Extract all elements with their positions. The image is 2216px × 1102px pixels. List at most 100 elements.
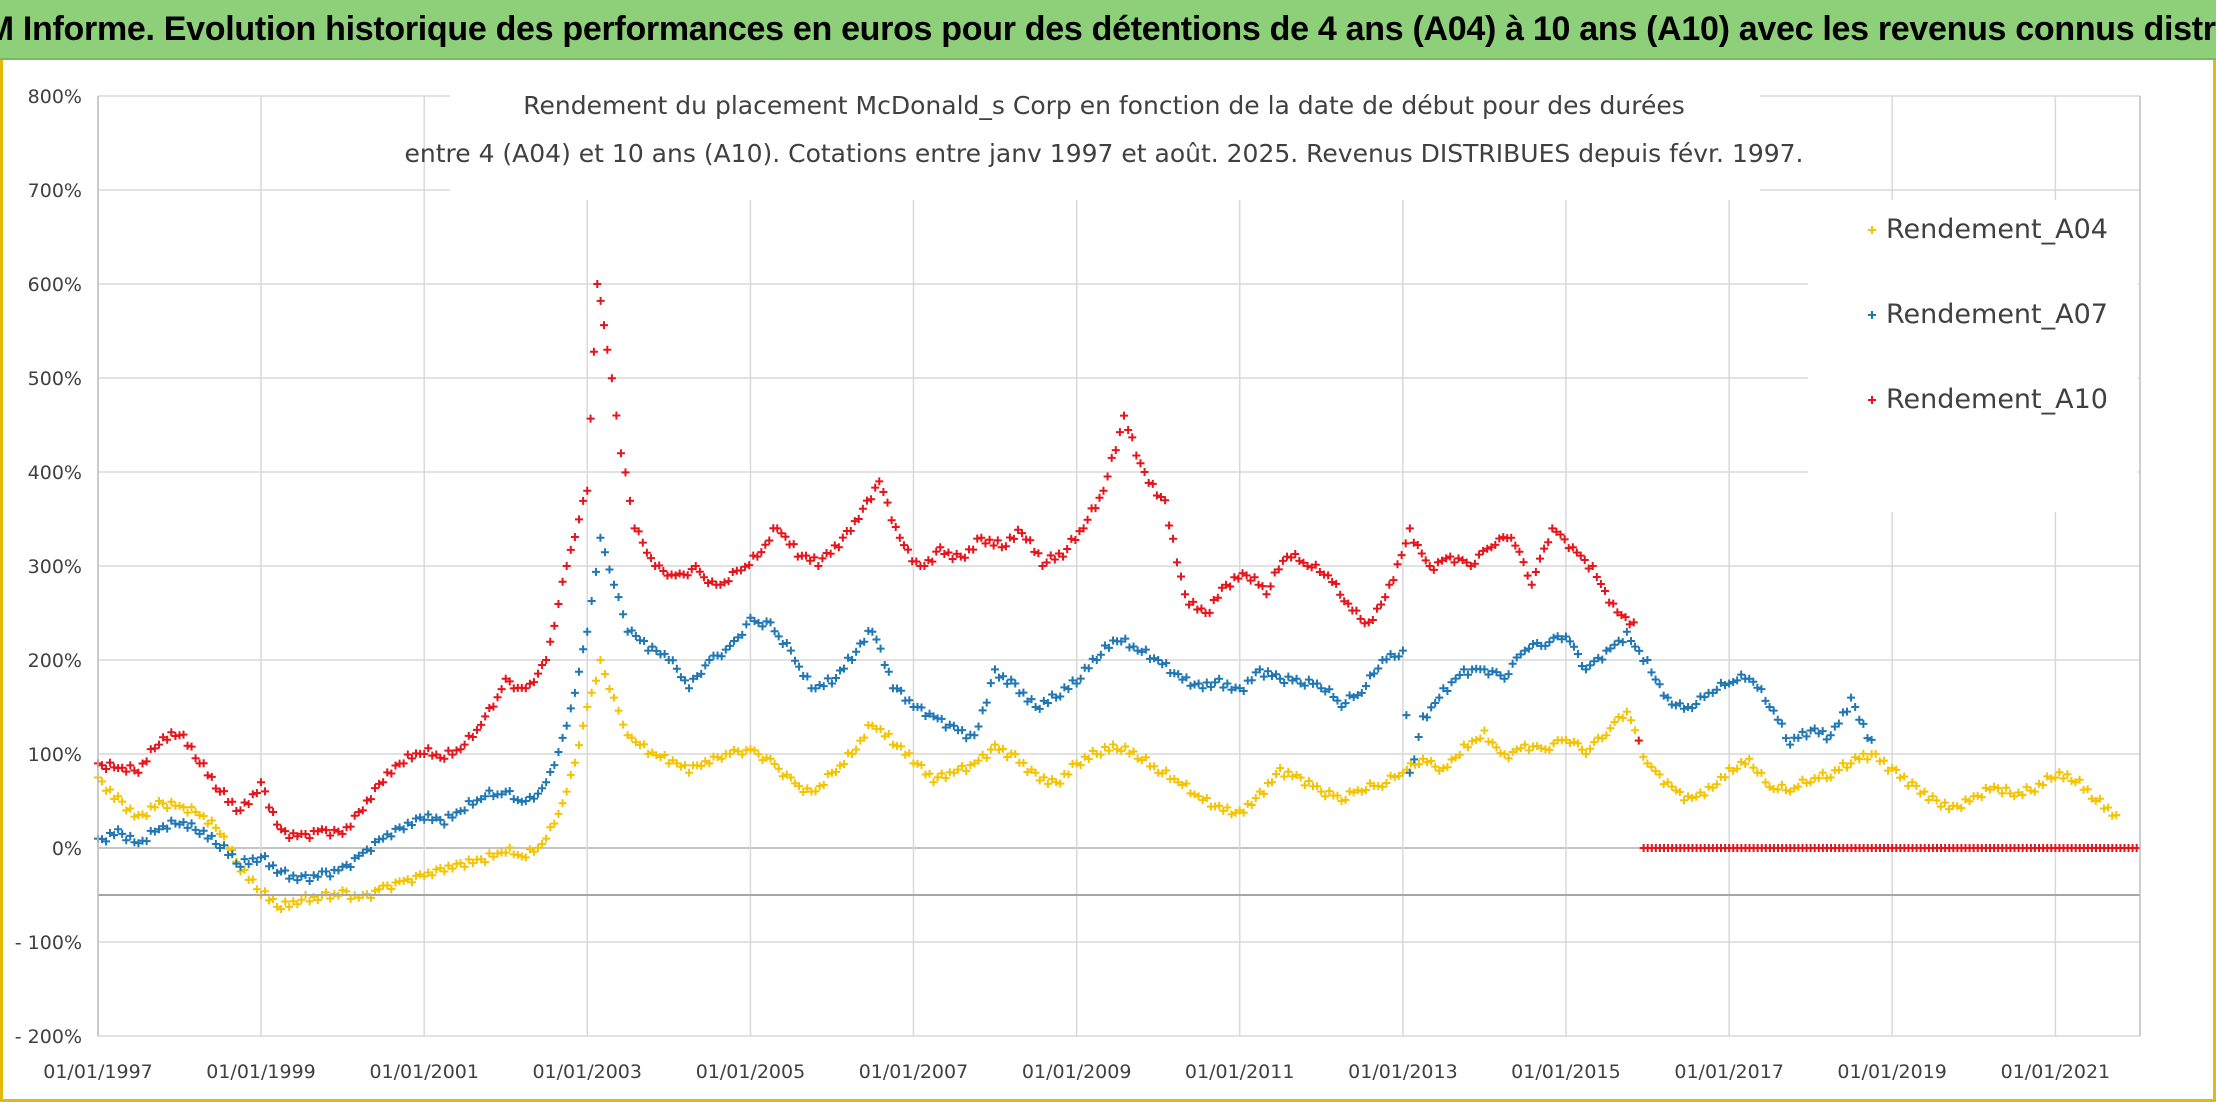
- interpolated-point: [163, 824, 172, 833]
- data-point: [1052, 778, 1061, 787]
- data-point: [542, 834, 551, 843]
- interpolated-point: [1402, 711, 1411, 720]
- interpolated-point: [138, 810, 147, 819]
- data-point: [1480, 726, 1489, 735]
- interpolated-point: [614, 706, 623, 715]
- interpolated-point: [1692, 792, 1701, 801]
- data-point: [1072, 759, 1081, 768]
- interpolated-point: [248, 790, 257, 799]
- interpolated-point: [1129, 642, 1138, 651]
- interpolated-point: [1381, 593, 1390, 602]
- data-point: [1222, 580, 1231, 589]
- interpolated-point: [558, 799, 567, 808]
- data-point: [297, 872, 306, 881]
- interpolated-point: [477, 855, 486, 864]
- interpolated-point: [720, 578, 729, 587]
- interpolated-point: [1488, 667, 1497, 676]
- interpolated-point: [734, 747, 743, 756]
- interpolated-point: [1325, 685, 1334, 694]
- interpolated-point: [781, 532, 790, 541]
- x-tick-label: 01/01/2021: [2001, 1061, 2111, 1083]
- interpolated-point: [350, 854, 359, 863]
- data-point: [1459, 665, 1468, 674]
- legend-marker: [1868, 226, 1876, 234]
- interpolated-point: [228, 850, 237, 859]
- interpolated-point: [1671, 786, 1680, 795]
- data-point: [1303, 562, 1312, 570]
- interpolated-point: [110, 831, 119, 840]
- interpolated-point: [199, 759, 208, 768]
- interpolated-point: [1721, 773, 1730, 782]
- interpolated-point: [1389, 576, 1398, 585]
- interpolated-point: [211, 839, 220, 848]
- interpolated-point: [395, 823, 404, 832]
- interpolated-point: [412, 814, 421, 823]
- interpolated-point: [905, 696, 914, 705]
- interpolated-point: [106, 828, 115, 837]
- data-point: [875, 477, 884, 486]
- interpolated-point: [713, 752, 722, 761]
- interpolated-point: [1288, 676, 1297, 685]
- interpolated-point: [1083, 515, 1092, 524]
- data-point: [1684, 792, 1693, 801]
- interpolated-point: [122, 806, 131, 815]
- interpolated-point: [655, 561, 664, 570]
- interpolated-point: [1243, 799, 1252, 808]
- interpolated-point: [1516, 650, 1525, 659]
- interpolated-point: [962, 766, 971, 775]
- interpolated-point: [1372, 604, 1381, 613]
- interpolated-point: [558, 733, 567, 742]
- interpolated-point: [371, 838, 380, 847]
- interpolated-point: [1239, 687, 1248, 696]
- interpolated-point: [640, 637, 649, 646]
- interpolated-point: [1863, 755, 1872, 764]
- interpolated-point: [566, 770, 575, 779]
- interpolated-point: [534, 789, 543, 798]
- interpolated-point: [1651, 675, 1660, 684]
- interpolated-point: [550, 621, 559, 630]
- data-point: [1120, 411, 1129, 420]
- interpolated-point: [1524, 746, 1533, 755]
- interpolated-point: [835, 666, 844, 675]
- interpolated-point: [98, 761, 107, 770]
- interpolated-point: [2055, 768, 2064, 777]
- interpolated-point: [1741, 759, 1750, 768]
- interpolated-point: [846, 526, 855, 535]
- interpolated-point: [1042, 558, 1051, 567]
- interpolated-point: [1871, 749, 1880, 758]
- data-point: [358, 848, 367, 857]
- data-point: [175, 820, 184, 829]
- interpolated-point: [940, 550, 949, 559]
- interpolated-point: [529, 847, 538, 856]
- interpolated-point: [118, 763, 127, 772]
- interpolated-point: [790, 656, 799, 665]
- interpolated-point: [207, 772, 216, 781]
- interpolated-point: [1458, 556, 1467, 565]
- interpolated-point: [1626, 716, 1635, 725]
- interpolated-point: [570, 688, 579, 697]
- interpolated-point: [350, 811, 359, 820]
- interpolated-point: [761, 540, 770, 549]
- interpolated-point: [928, 557, 937, 566]
- interpolated-point: [1504, 670, 1513, 679]
- data-point: [1725, 679, 1734, 688]
- interpolated-point: [631, 632, 640, 641]
- data-point: [1099, 486, 1108, 495]
- interpolated-point: [974, 722, 983, 731]
- data-point: [338, 886, 347, 895]
- interpolated-point: [1267, 672, 1276, 681]
- interpolated-point: [587, 688, 596, 697]
- interpolated-point: [586, 414, 595, 423]
- interpolated-point: [777, 529, 786, 538]
- data-point: [1928, 792, 1937, 801]
- interpolated-point: [534, 843, 543, 852]
- data-point: [1507, 533, 1516, 542]
- interpolated-point: [1634, 736, 1643, 745]
- interpolated-point: [1447, 678, 1456, 687]
- interpolated-point: [745, 561, 754, 570]
- data-point: [521, 853, 530, 862]
- data-point: [1113, 745, 1122, 754]
- data-point: [1385, 580, 1394, 589]
- interpolated-point: [1313, 679, 1322, 688]
- interpolated-point: [704, 578, 713, 587]
